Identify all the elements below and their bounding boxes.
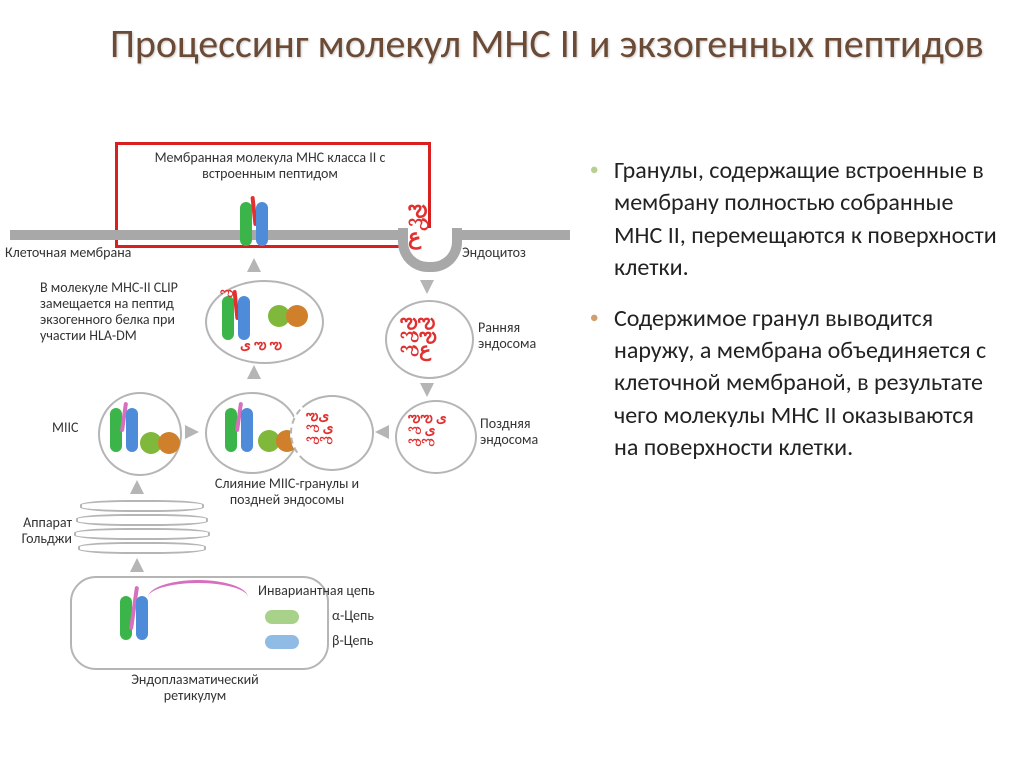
label-clip-swap: В молекуле MHC-II CLIP замещается на пеп… [40, 280, 205, 344]
arrow-icon [185, 425, 199, 439]
peptide-squiggle: ಌ [220, 288, 233, 298]
hladm-icon [140, 432, 188, 456]
mhc-with-clip [225, 408, 253, 452]
golgi-cisterna [74, 528, 210, 540]
mhc-in-er [120, 596, 148, 640]
arrow-icon [420, 383, 434, 397]
label-membrane-mhc: Мембранная молекула MHC класса II с встр… [140, 150, 400, 182]
alpha-chain-sample [265, 610, 299, 624]
diagram-area: Мембранная молекула MHC класса II с встр… [10, 140, 570, 730]
antigen-squiggle: ఌఌಌఌಌع [400, 315, 437, 357]
label-early-endosome: Ранняя эндосома [478, 320, 558, 352]
label-invariant-chain: Инвариантная цепь [258, 583, 375, 599]
beta-chain-sample [265, 635, 299, 649]
arrow-icon [130, 480, 144, 494]
mhc-at-membrane [240, 202, 268, 246]
antigen-squiggle: ఌಌع [408, 202, 429, 244]
hladm-icon [268, 305, 316, 329]
arrow-icon [247, 365, 261, 379]
bullet-item: Гранулы, содержащие встроенные в мембран… [590, 155, 1000, 285]
label-alpha-chain: α-Цепь [332, 608, 374, 624]
label-late-endosome: Поздняя эндосома [480, 416, 560, 448]
golgi-cisterna [80, 500, 204, 512]
mhc-in-vesicle [222, 296, 250, 340]
label-beta-chain: β-Цепь [332, 633, 373, 649]
arrow-icon [420, 280, 434, 294]
label-miic: MIIC [52, 420, 79, 436]
bullet-list: Гранулы, содержащие встроенные в мембран… [590, 155, 1000, 483]
golgi-cisterna [78, 542, 206, 554]
bullet-item: Содержимое гранул выводится наружу, а ме… [590, 303, 1000, 465]
peptide-squiggle: ఌىಌ ىಌಌ [306, 410, 334, 446]
peptide-squiggle: ఌఌ ىಌ ىಌಌ [408, 412, 447, 448]
label-golgi: Аппарат Гольджи [10, 515, 72, 547]
arrow-icon [247, 258, 261, 272]
golgi-cisterna [76, 514, 208, 526]
arrow-icon [375, 425, 389, 439]
label-cell-membrane: Клеточная мембрана [5, 245, 135, 261]
slide-title: Процессинг молекул МНС II и экзогенных п… [110, 20, 984, 68]
label-fusion: Слияние MIIC-гранулы и поздней эндосомы [202, 476, 372, 508]
label-endocytosis: Эндоцитоз [462, 245, 526, 261]
cell-membrane [10, 230, 570, 240]
peptide-squiggle: ى ఌ ఌ [240, 340, 282, 350]
arrow-icon [130, 558, 144, 572]
mhc-with-clip [110, 408, 138, 452]
label-er: Эндоплазматический ретикулум [115, 672, 275, 704]
